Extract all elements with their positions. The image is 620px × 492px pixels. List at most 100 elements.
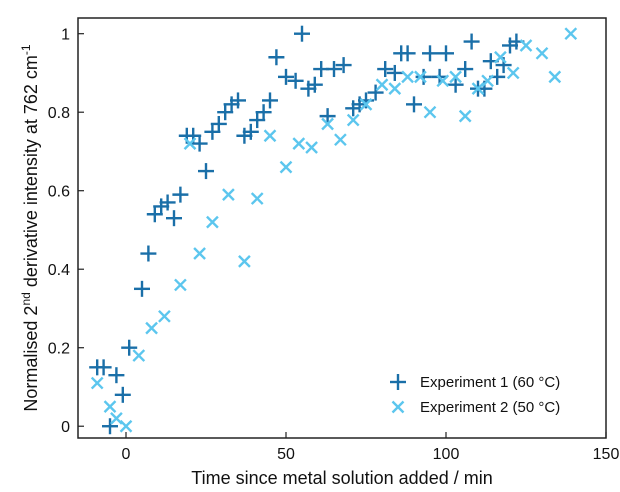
- experiment-1-point: [386, 64, 403, 81]
- experiment-2-point: [458, 109, 472, 123]
- data-marks: [89, 25, 578, 435]
- legend-marker-experiment-1: [390, 374, 406, 390]
- x-tick-label: 150: [593, 446, 620, 463]
- experiment-2-point: [519, 39, 533, 52]
- y-axis-label-part-1: Normalised 2: [21, 306, 41, 412]
- experiment-1-point: [422, 45, 438, 62]
- experiment-2-point: [183, 137, 197, 150]
- experiment-2-point: [423, 105, 437, 119]
- experiment-2-point: [436, 74, 450, 88]
- experiment-2-point: [449, 70, 462, 84]
- y-axis-label-superscript-2: -1: [19, 44, 33, 55]
- experiment-1-point: [210, 115, 227, 132]
- experiment-1-point: [399, 45, 416, 62]
- experiment-1-point: [95, 359, 112, 376]
- experiment-2-point: [90, 376, 104, 390]
- experiment-1-point: [319, 108, 336, 125]
- x-tick-label: 50: [277, 446, 295, 463]
- experiment-1-point: [191, 135, 208, 152]
- experiment-2-point: [110, 412, 123, 425]
- experiment-1-point: [438, 45, 454, 62]
- experiment-2-point: [206, 215, 219, 229]
- experiment-2-point: [132, 349, 146, 362]
- experiment-1-point: [335, 57, 352, 74]
- experiment-2-point: [174, 278, 187, 292]
- experiment-1-point: [172, 186, 189, 203]
- experiment-1-point: [447, 76, 464, 93]
- legend: Experiment 1 (60 °C) Experiment 2 (50 °C…: [390, 374, 560, 416]
- y-tick-label: 0.4: [48, 262, 70, 279]
- experiment-2-point: [535, 46, 549, 60]
- experiment-1-point: [102, 418, 118, 435]
- plot-frame: [77, 17, 607, 439]
- experiment-1-point: [306, 76, 323, 93]
- experiment-2-point: [250, 192, 264, 205]
- experiment-1-point: [242, 123, 259, 140]
- experiment-2-point: [471, 82, 485, 96]
- y-axis-label: Normalised 2nd derivative intensity at 7…: [19, 44, 41, 412]
- experiment-2-point: [321, 117, 334, 131]
- y-axis-label-part-2: derivative intensity at 762 cm: [21, 55, 41, 292]
- legend-label-experiment-1: Experiment 1 (60 °C): [420, 374, 560, 391]
- experiment-2-point: [481, 74, 494, 88]
- x-tick-label: 0: [122, 446, 131, 463]
- experiment-2-point: [334, 133, 347, 147]
- legend-symbol-cross: [391, 400, 405, 414]
- experiment-2-point: [564, 27, 578, 41]
- experiment-1-point: [326, 61, 342, 78]
- experiment-1-point: [377, 61, 394, 78]
- experiment-1-point: [367, 84, 384, 101]
- experiment-1-point: [406, 96, 422, 113]
- experiment-2-point: [103, 400, 117, 413]
- experiment-1-point: [287, 72, 304, 89]
- y-axis-label-superscript-1: nd: [19, 292, 33, 305]
- x-tick-label: 100: [433, 446, 460, 463]
- experiment-1-point: [198, 163, 214, 180]
- experiment-2-point: [414, 70, 427, 84]
- experiment-1-point: [108, 367, 125, 384]
- experiment-2-point: [388, 82, 402, 96]
- experiment-1-point: [159, 194, 176, 211]
- experiment-1-point: [268, 49, 285, 66]
- y-tick-label: 0.8: [48, 105, 70, 122]
- experiment-2-point: [494, 50, 507, 64]
- y-tick-label: 0.6: [48, 184, 70, 201]
- experiment-2-point: [279, 160, 293, 174]
- experiment-2-point: [346, 113, 360, 127]
- experiment-1-point: [262, 92, 278, 109]
- experiment-1-point: [134, 280, 150, 297]
- experiment-2-point: [263, 129, 277, 143]
- experiment-1-point: [294, 25, 310, 42]
- y-tick-label: 1: [61, 27, 70, 44]
- experiment-2-point: [401, 70, 414, 84]
- experiment-2-point: [375, 78, 389, 92]
- experiment-2-point: [305, 141, 318, 154]
- experiment-1-point: [415, 68, 432, 85]
- experiment-1-point: [457, 61, 474, 78]
- axis-ticks: 0 50 100 150 0 0.2 0.4 0.6 0.8 1: [48, 27, 620, 463]
- y-tick-label: 0: [61, 419, 70, 436]
- experiment-1-point: [255, 104, 272, 121]
- legend-label-experiment-2: Experiment 2 (50 °C): [420, 399, 560, 416]
- legend-symbol-plus: [390, 374, 406, 390]
- experiment-1-point: [463, 33, 480, 50]
- experiment-2-point: [359, 98, 373, 111]
- experiment-2-point: [158, 309, 171, 323]
- legend-marker-experiment-2: [391, 400, 405, 414]
- x-axis-label: Time since metal solution added / min: [191, 468, 492, 488]
- experiment-1-point: [166, 210, 182, 227]
- experiment-1-point: [230, 92, 246, 109]
- y-tick-label: 0.2: [48, 341, 70, 358]
- experiment-1-point: [278, 68, 294, 85]
- experiment-1-point: [121, 339, 138, 356]
- experiment-1-point: [114, 386, 131, 403]
- experiment-2-point: [548, 70, 562, 84]
- experiment-2-point: [222, 188, 235, 201]
- experiment-2-point: [506, 66, 520, 80]
- experiment-1-point: [140, 245, 157, 262]
- experiment-2-point: [145, 321, 158, 335]
- experiment-2-point: [119, 419, 133, 433]
- experiment-2-point: [292, 137, 306, 150]
- experiment-2-point: [238, 255, 251, 268]
